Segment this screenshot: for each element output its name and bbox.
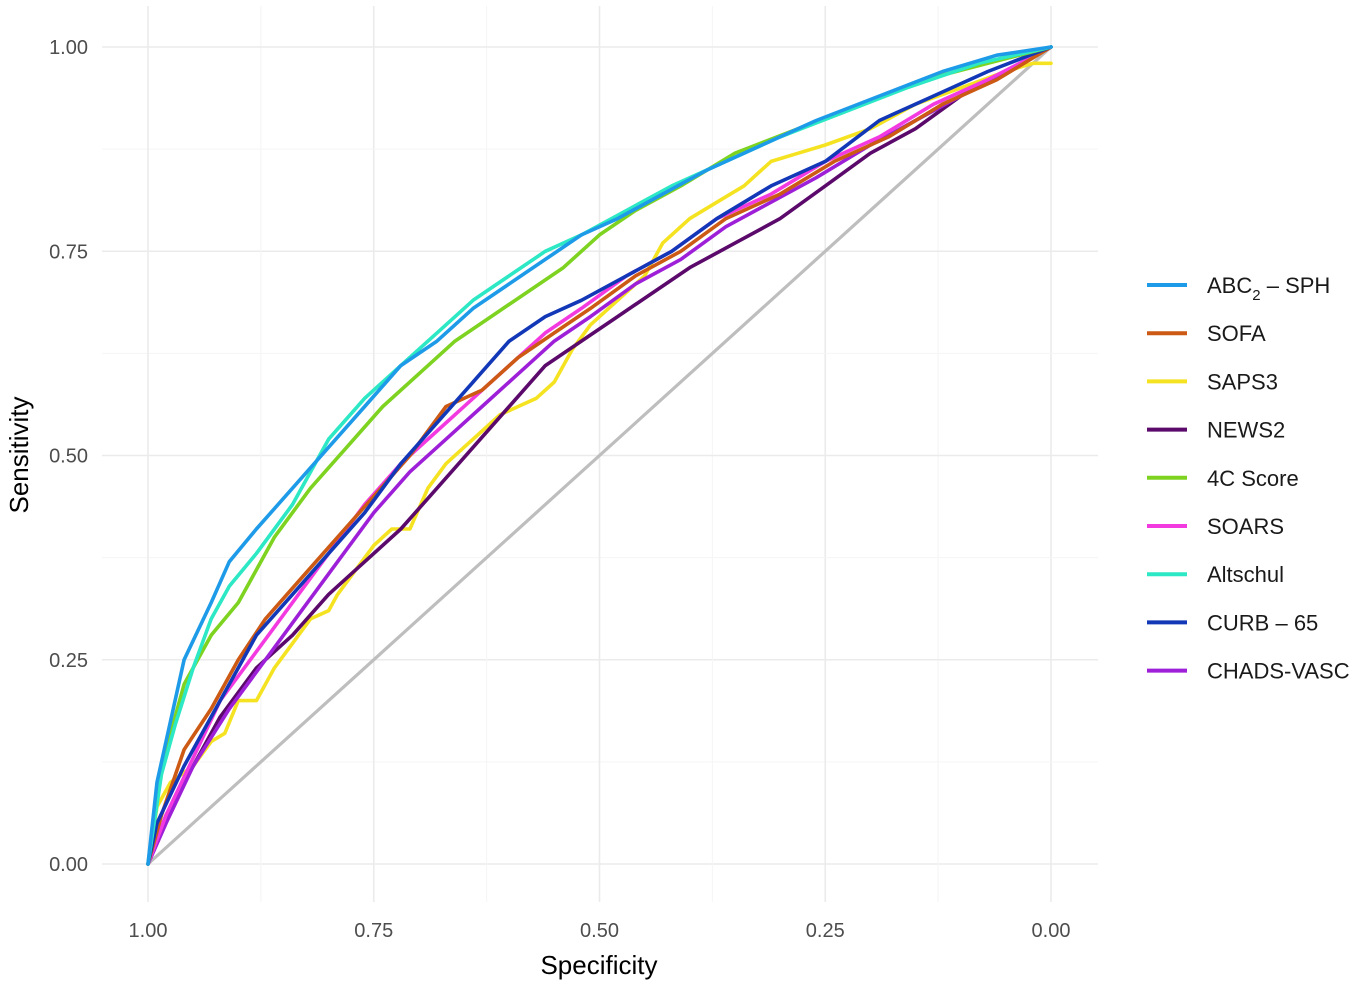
legend-label: NEWS2 [1207, 418, 1285, 443]
series-line-abc2-sph [146, 45, 1053, 866]
x-tick-label: 1.00 [129, 920, 168, 942]
legend-label: 4C Score [1207, 466, 1299, 491]
legend-item: SOFA [1147, 321, 1266, 346]
series-line-news2 [146, 45, 1053, 866]
series-lines [146, 45, 1053, 866]
legend-label: ABC2 – SPH [1207, 273, 1330, 304]
legend: ABC2 – SPH SOFA SAPS3 NEWS2 4C Score SOARS Alt… [1147, 273, 1350, 684]
legend-label: SOFA [1207, 321, 1266, 346]
y-tick-label: 0.25 [49, 650, 88, 672]
series-line-saps3 [146, 61, 1053, 866]
y-tick-label: 1.00 [49, 37, 88, 59]
x-tick-label: 0.00 [1032, 920, 1071, 942]
x-tick-label: 0.25 [806, 920, 845, 942]
legend-label: CHADS-VASC [1207, 659, 1350, 684]
legend-label: CURB – 65 [1207, 610, 1318, 635]
legend-item: SOARS [1147, 514, 1284, 539]
reference-line [146, 45, 1053, 866]
legend-item: NEWS2 [1147, 418, 1285, 443]
x-tick-labels: 1.00 0.75 0.50 0.25 0.00 [129, 920, 1071, 942]
y-axis-title: Sensitivity [4, 396, 34, 513]
legend-item: ABC2 – SPH [1147, 273, 1330, 304]
y-tick-label: 0.00 [49, 854, 88, 876]
y-tick-labels: 0.00 0.25 0.50 0.75 1.00 [49, 37, 88, 876]
x-tick-label: 0.75 [354, 920, 393, 942]
legend-item: Altschul [1147, 562, 1284, 587]
y-tick-label: 0.50 [49, 446, 88, 468]
legend-label: Altschul [1207, 562, 1284, 587]
series-line-curb-65 [146, 45, 1053, 866]
legend-item: SAPS3 [1147, 369, 1278, 394]
legend-label: SAPS3 [1207, 369, 1278, 394]
reference-diagonal [146, 45, 1053, 866]
y-tick-label: 0.75 [49, 241, 88, 263]
x-tick-label: 0.50 [580, 920, 619, 942]
series-line-sofa [146, 45, 1053, 866]
legend-item: 4C Score [1147, 466, 1299, 491]
x-axis-title: Specificity [540, 950, 657, 980]
legend-item: CURB – 65 [1147, 610, 1318, 635]
legend-label: SOARS [1207, 514, 1284, 539]
legend-item: CHADS-VASC [1147, 659, 1350, 684]
